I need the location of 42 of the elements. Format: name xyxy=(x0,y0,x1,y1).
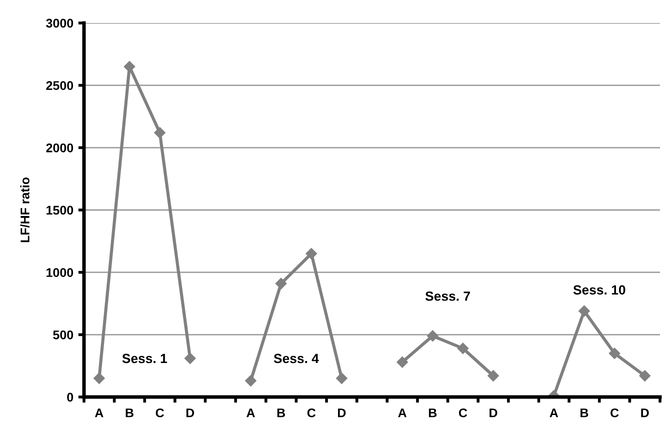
y-tick-label: 2000 xyxy=(46,143,74,152)
point xyxy=(275,278,287,290)
point xyxy=(608,348,620,359)
y-axis-title: LF/HF ratio xyxy=(20,178,30,242)
point xyxy=(488,370,499,382)
annotation: Sess. 1 xyxy=(122,354,168,364)
y-tick-label: 0 xyxy=(67,392,74,402)
annotation: Sess. 10 xyxy=(573,285,626,295)
x-tick-label: D xyxy=(641,408,649,418)
point xyxy=(639,370,650,382)
x-tick-label: B xyxy=(580,408,588,418)
x-tick-label: A xyxy=(94,408,104,418)
point xyxy=(578,305,590,317)
x-tick-label: A xyxy=(550,408,558,418)
annotation: Sess. 7 xyxy=(425,291,470,301)
x-tick-label: A xyxy=(246,408,255,418)
point xyxy=(457,342,469,354)
y-tick-label: 3000 xyxy=(46,18,74,28)
y-tick-label: 500 xyxy=(53,330,74,340)
point xyxy=(306,248,317,260)
point xyxy=(184,352,196,364)
x-tick-label: A xyxy=(398,408,406,418)
x-tick-label: D xyxy=(338,408,346,418)
x-tick-label: C xyxy=(156,408,164,418)
point xyxy=(336,372,348,384)
point xyxy=(94,372,105,384)
y-tick-label: 2500 xyxy=(46,81,74,90)
point xyxy=(245,375,256,386)
y-tick-label: 1000 xyxy=(46,268,74,277)
y-tick-label: 1500 xyxy=(46,206,74,215)
annotation: Sess. 4 xyxy=(274,354,319,364)
x-tick-label: D xyxy=(186,408,194,418)
x-tick-label: B xyxy=(428,408,437,418)
x-tick-label: C xyxy=(458,408,468,418)
x-tick-label: C xyxy=(307,408,316,418)
point xyxy=(427,330,438,342)
x-tick-label: C xyxy=(610,408,619,418)
x-tick-label: D xyxy=(490,408,498,418)
x-tick-label: B xyxy=(277,408,285,418)
point xyxy=(154,127,166,138)
x-tick-label: B xyxy=(126,408,134,418)
point xyxy=(396,356,408,368)
